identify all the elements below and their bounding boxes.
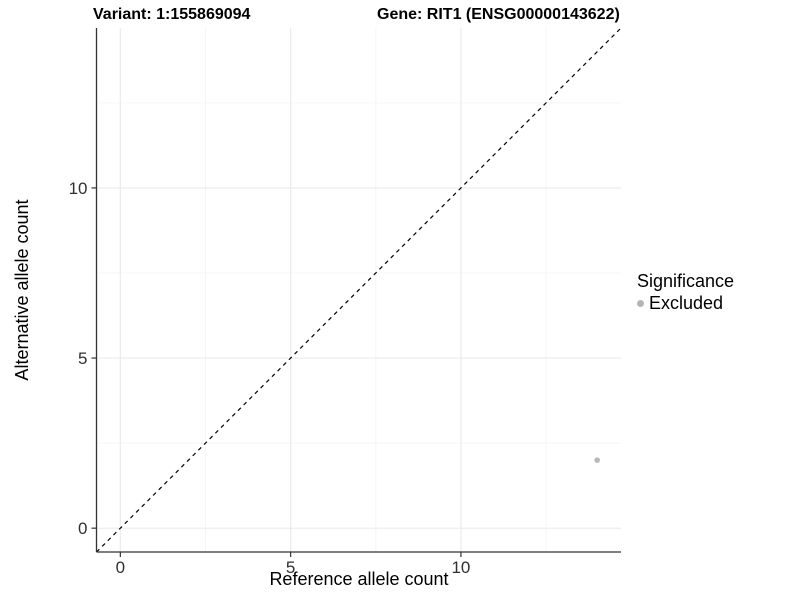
data-point bbox=[594, 457, 600, 463]
x-tick-label: 10 bbox=[451, 558, 470, 577]
x-tick-label: 0 bbox=[116, 558, 125, 577]
y-tick-label: 0 bbox=[78, 519, 87, 538]
plot-title-gene: Gene: RIT1 (ENSG00000143622) bbox=[377, 6, 620, 23]
legend-title: Significance bbox=[637, 271, 735, 291]
identity-reference-line bbox=[96, 27, 622, 553]
legend: Significance Excluded bbox=[637, 271, 734, 313]
x-tick-label: 5 bbox=[286, 558, 295, 577]
plot-title-variant: Variant: 1:155869094 bbox=[93, 6, 251, 23]
y-axis-title: Alternative allele count bbox=[12, 199, 32, 381]
y-tick-label: 10 bbox=[69, 179, 88, 198]
legend-key-dot-icon bbox=[637, 299, 644, 307]
y-tick-label: 5 bbox=[78, 349, 87, 368]
legend-item-label: Excluded bbox=[649, 293, 724, 313]
legend-item: Excluded bbox=[637, 293, 734, 313]
x-axis-title: Reference allele count bbox=[269, 569, 449, 589]
